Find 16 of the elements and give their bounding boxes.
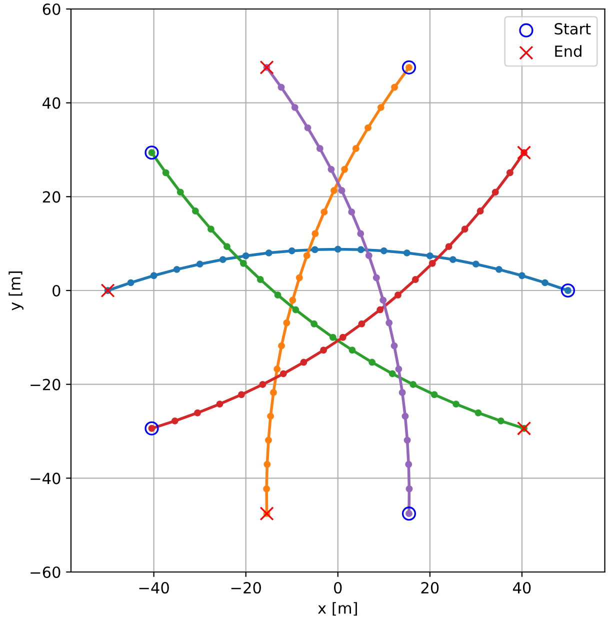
- legend-label: Start: [554, 23, 591, 35]
- x-axis-title: x [m]: [318, 602, 357, 616]
- x-tick-label: −20: [231, 582, 261, 594]
- x-tick-label: −40: [139, 582, 169, 594]
- x-tick-label: 40: [512, 582, 531, 594]
- legend-label: End: [555, 45, 582, 57]
- y-tick-label: 0: [52, 284, 60, 297]
- y-tick-label: 60: [42, 3, 60, 16]
- y-tick-label: −20: [30, 378, 60, 390]
- y-axis-title: y [m]: [8, 271, 24, 310]
- y-tick-label: 20: [42, 191, 60, 203]
- x-tick-label: 0: [334, 582, 342, 594]
- y-tick-label: −40: [30, 472, 60, 484]
- y-tick-label: 40: [42, 97, 60, 109]
- x-tick-label: 20: [421, 582, 439, 594]
- y-tick-label: −60: [30, 566, 60, 578]
